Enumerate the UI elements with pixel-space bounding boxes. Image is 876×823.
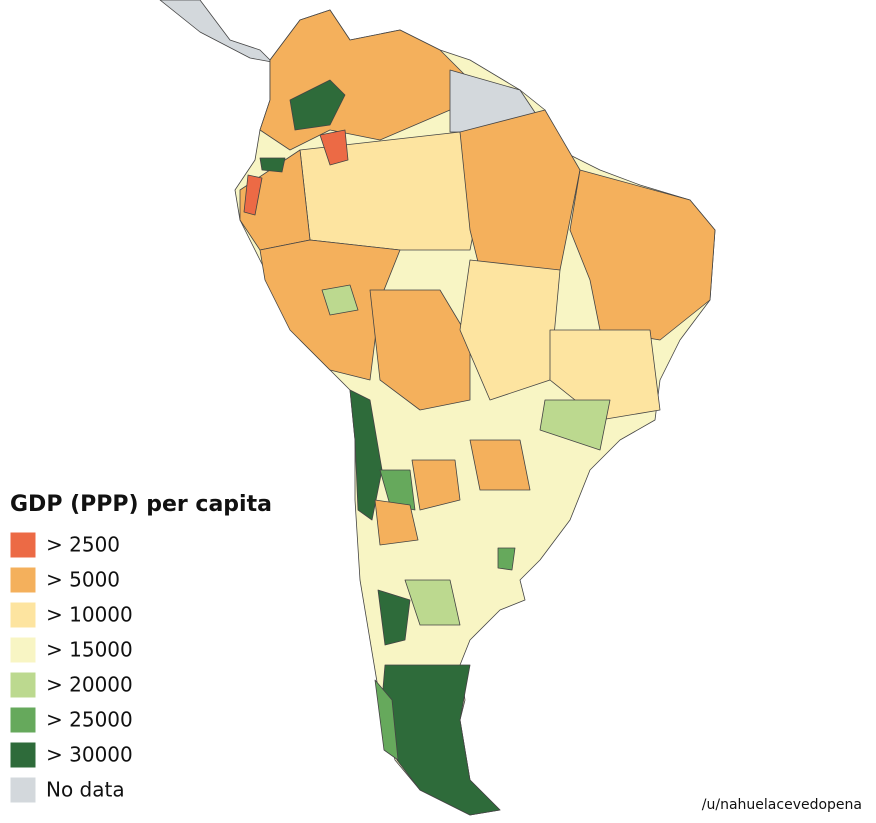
region [243, 174, 263, 216]
map [159, 0, 716, 816]
region [369, 289, 471, 411]
legend-swatch [9, 601, 37, 629]
credit: /u/nahuelacevedopena [702, 797, 862, 813]
region [459, 259, 561, 401]
region [569, 169, 716, 341]
legend-swatch [9, 741, 37, 769]
region [497, 547, 516, 571]
region [319, 129, 349, 166]
legend-label: > 20000 [46, 673, 133, 697]
legend-swatch [9, 566, 37, 594]
region [469, 439, 531, 491]
legend-label: > 15000 [46, 638, 133, 662]
region [289, 79, 346, 131]
region [404, 579, 461, 626]
legend-label: No data [46, 778, 125, 802]
region [459, 109, 581, 271]
legend-label: > 2500 [46, 533, 120, 557]
region [259, 157, 286, 173]
region [374, 679, 399, 761]
legend-swatch [9, 531, 37, 559]
legend-label: > 30000 [46, 743, 133, 767]
legend-swatch [9, 776, 37, 804]
region [411, 459, 461, 511]
legend-swatch [9, 636, 37, 664]
legend-swatch [9, 671, 37, 699]
region [377, 589, 411, 646]
region [549, 329, 661, 421]
region [321, 284, 359, 316]
legend: GDP (PPP) per capita > 2500 > 5000 > 10000… [9, 492, 272, 804]
legend-label: > 10000 [46, 603, 133, 627]
region [379, 469, 416, 511]
region [349, 389, 383, 521]
region [381, 664, 501, 816]
region [539, 399, 611, 451]
legend-swatch [9, 706, 37, 734]
legend-label: > 25000 [46, 708, 133, 732]
central-america [159, 0, 273, 63]
legend-title: GDP (PPP) per capita [10, 492, 272, 517]
region [374, 499, 419, 546]
legend-label: > 5000 [46, 568, 120, 592]
